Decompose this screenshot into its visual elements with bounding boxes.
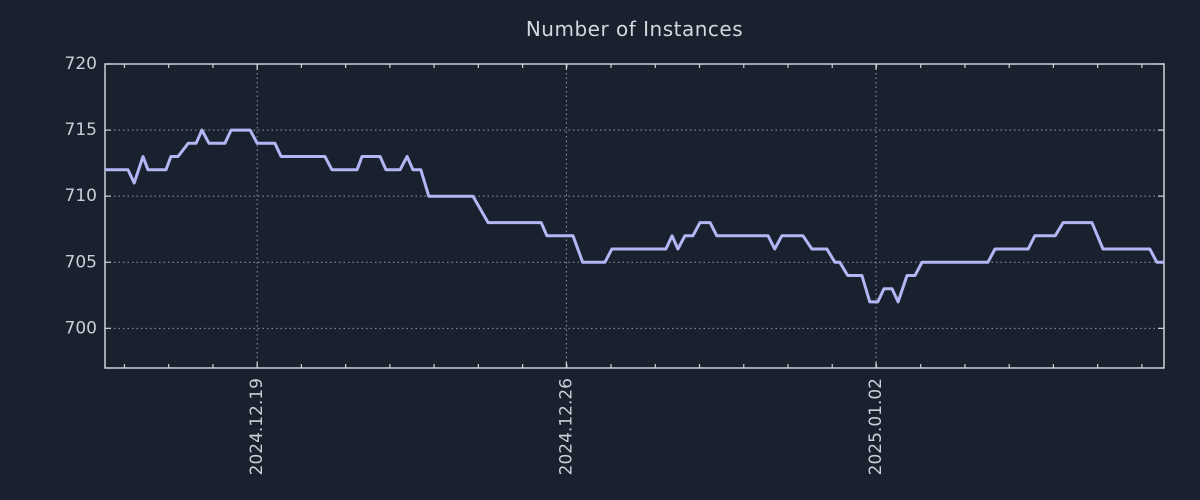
y-tick-label: 715: [65, 120, 97, 140]
x-tick-label: 2024.12.26: [556, 378, 576, 475]
y-tick-label: 710: [65, 186, 97, 206]
plot-border: [104, 63, 1165, 369]
chart-title: Number of Instances: [525, 17, 744, 41]
y-tick-label: 700: [65, 318, 97, 338]
y-tick-label: 705: [65, 252, 97, 272]
x-tick-label: 2024.12.19: [247, 378, 267, 475]
data-line: [105, 128, 1164, 304]
y-tick-label: 720: [65, 54, 97, 74]
x-tick-label: 2025.01.02: [866, 378, 886, 475]
